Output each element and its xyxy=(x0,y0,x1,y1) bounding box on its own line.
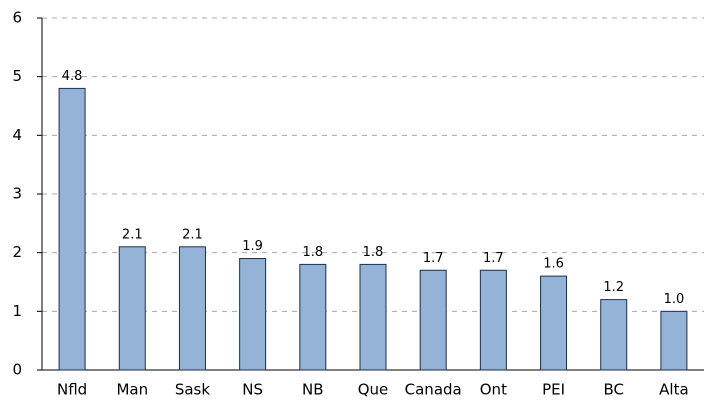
value-label: 1.6 xyxy=(543,257,564,272)
bar xyxy=(419,269,447,371)
y-tick-label: 4 xyxy=(12,126,22,144)
bar xyxy=(299,263,327,371)
value-label: 1.7 xyxy=(423,251,444,266)
x-tick-label: Que xyxy=(358,381,389,399)
value-label: 4.8 xyxy=(62,69,83,84)
value-label: 1.9 xyxy=(242,239,263,254)
value-label: 2.1 xyxy=(182,227,203,242)
x-tick-label: Nfld xyxy=(57,381,87,399)
x-tick-label: BC xyxy=(603,381,624,399)
value-label: 1.8 xyxy=(363,245,384,260)
x-tick-label: NB xyxy=(302,381,324,399)
value-label: 1.0 xyxy=(664,292,685,307)
x-tick-label: Alta xyxy=(659,381,689,399)
bar xyxy=(600,299,628,371)
x-tick-label: Ont xyxy=(480,381,507,399)
value-label: 1.7 xyxy=(483,251,504,266)
y-tick-label: 0 xyxy=(12,361,22,379)
y-tick-label: 2 xyxy=(12,243,22,261)
value-label: 2.1 xyxy=(122,227,143,242)
x-tick-label: Man xyxy=(116,381,148,399)
value-label: 1.2 xyxy=(603,280,624,295)
bar xyxy=(359,263,387,371)
bar xyxy=(178,246,206,371)
bar xyxy=(479,269,507,371)
x-tick-label: Canada xyxy=(405,381,462,399)
y-tick-label: 1 xyxy=(12,302,22,320)
bar xyxy=(118,246,146,371)
bar xyxy=(239,258,267,371)
x-tick-label: PEI xyxy=(542,381,565,399)
x-tick-label: NS xyxy=(242,381,263,399)
y-tick-label: 6 xyxy=(12,9,22,27)
bar xyxy=(540,275,568,371)
y-tick-label: 3 xyxy=(12,185,22,203)
y-tick-label: 5 xyxy=(12,67,22,85)
x-tick-label: Sask xyxy=(175,381,211,399)
value-label: 1.8 xyxy=(302,245,323,260)
bar xyxy=(58,87,86,371)
bar xyxy=(660,310,688,371)
